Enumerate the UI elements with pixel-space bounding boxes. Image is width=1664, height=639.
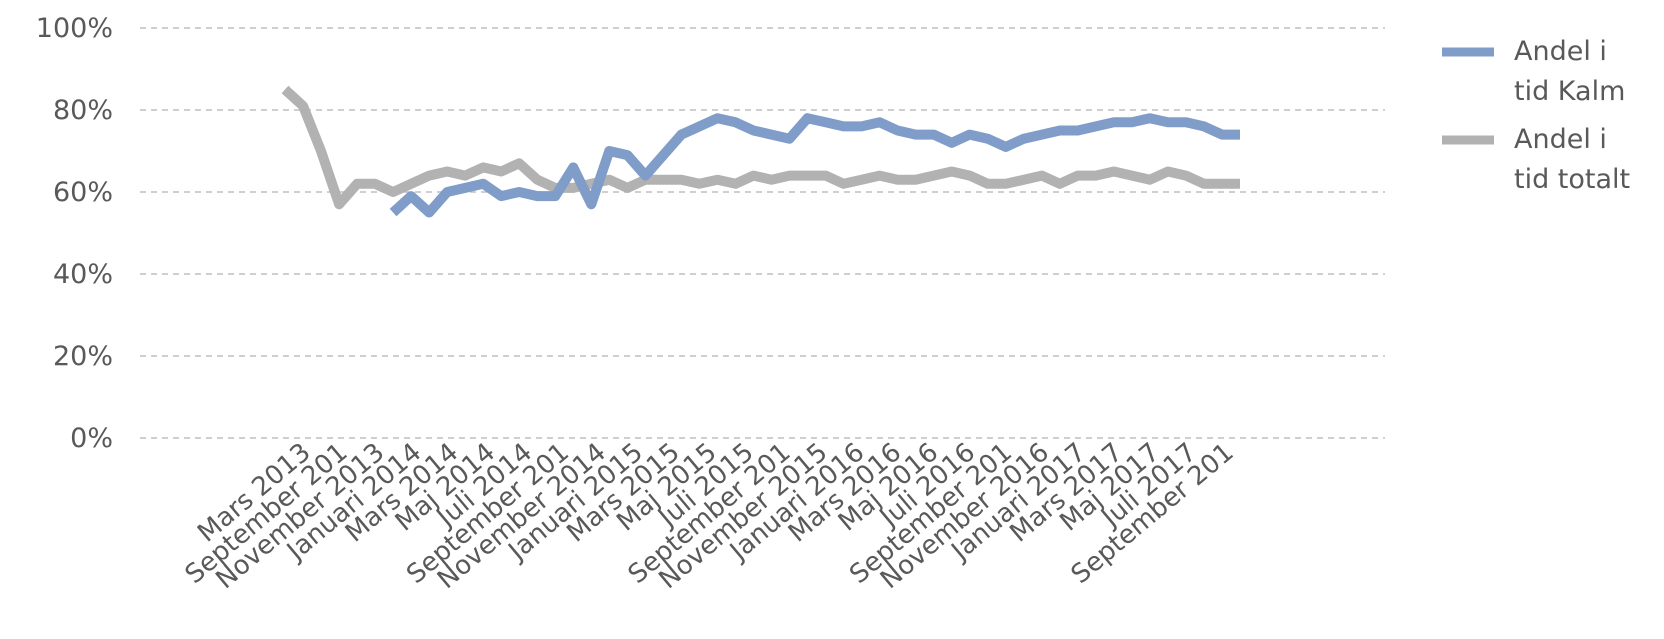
legend-label-andel-totalt-line2: tid totalt (1514, 164, 1630, 195)
legend-label-andel-totalt-line1: Andel i (1514, 124, 1607, 155)
series-line-andel-kalmar (389, 113, 1240, 218)
legend-label-andel-kalmar-line1: Andel i (1514, 36, 1607, 67)
legend-label-andel-kalmar-line2: tid Kalm (1514, 76, 1625, 107)
y-tick-label: 20% (53, 341, 113, 372)
gridlines (140, 27, 1385, 439)
legend: Andel i tid Kalm Andel i tid totalt (1442, 36, 1630, 195)
series-lines (281, 85, 1240, 218)
series-line-andel-totalt (281, 85, 1240, 210)
y-tick-label: 40% (53, 259, 113, 290)
y-tick-label: 80% (53, 95, 113, 126)
y-tick-label: 100% (36, 13, 113, 44)
y-axis-tick-labels: 0% 20% 40% 60% 80% 100% (36, 13, 113, 454)
y-tick-label: 0% (70, 423, 113, 454)
y-tick-label: 60% (53, 177, 113, 208)
